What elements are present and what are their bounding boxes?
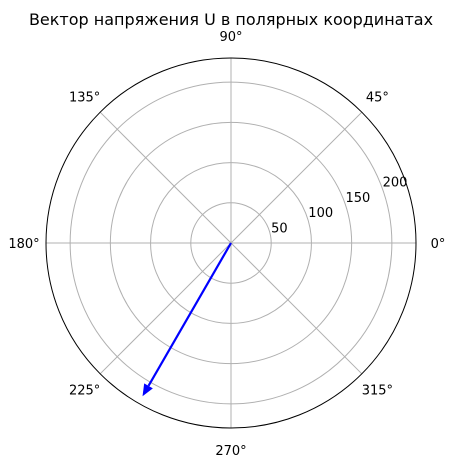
angular-tick-label: 270°: [215, 444, 246, 459]
polar-grid: [45, 57, 417, 429]
radial-tick-label: 200: [383, 175, 408, 190]
series-layer: [142, 242, 232, 397]
angular-gridline-315: [230, 242, 363, 375]
angular-tick-label: 0°: [431, 237, 446, 252]
angular-tick-label: 135°: [69, 91, 100, 106]
angular-gridline-45: [230, 111, 363, 244]
angular-tick-label: 90°: [219, 30, 242, 45]
arrow-head: [142, 383, 153, 397]
radial-tick-label: 100: [308, 206, 333, 221]
voltage-vector-arrow: [142, 242, 232, 397]
tick-labels: 0° 45° 90° 135° 180° 225° 270° 315° 50 100 150 200: [8, 30, 445, 459]
radial-tick-label: 50: [271, 222, 288, 237]
chart-title: Вектор напряжения U в полярных координат…: [29, 10, 433, 29]
angular-gridline-225: [99, 242, 232, 375]
angular-tick-label: 315°: [362, 383, 393, 398]
angular-tick-label: 45°: [366, 91, 389, 106]
polar-frame: [45, 57, 417, 429]
angular-gridline-135: [99, 111, 232, 244]
angular-tick-label: 225°: [69, 383, 100, 398]
angular-tick-label: 180°: [8, 237, 39, 252]
arrow-shaft: [147, 242, 232, 387]
radial-tick-label: 150: [345, 191, 370, 206]
